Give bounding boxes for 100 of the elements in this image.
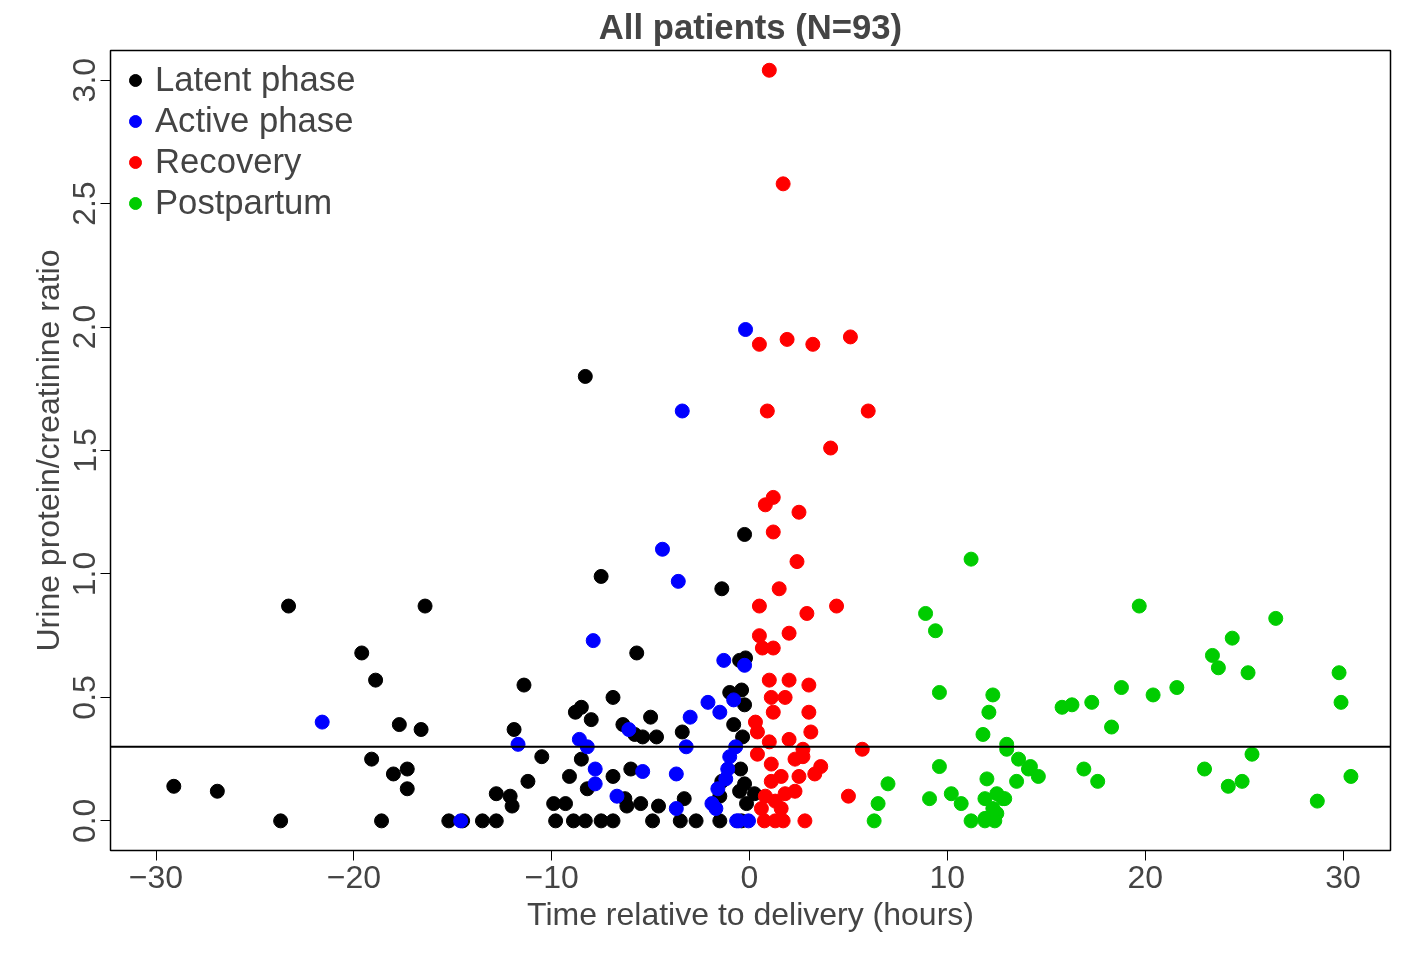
point: [759, 403, 775, 419]
point: [1145, 687, 1161, 703]
y-tick-label: 1.5: [66, 428, 103, 473]
point: [773, 768, 789, 784]
point: [726, 692, 742, 708]
point: [807, 766, 823, 782]
point: [931, 684, 947, 700]
point: [1131, 598, 1147, 614]
point: [668, 801, 684, 817]
y-axis-title: Urine protein/creatinine ratio: [29, 249, 66, 652]
point: [751, 628, 767, 644]
point: [765, 704, 781, 720]
point: [1244, 746, 1260, 762]
point: [722, 749, 738, 765]
point: [777, 786, 793, 802]
point: [953, 796, 969, 812]
point: [635, 764, 651, 779]
point: [823, 440, 839, 456]
point: [314, 714, 330, 730]
point: [979, 771, 995, 787]
point: [765, 640, 781, 656]
x-tick-label: 10: [929, 858, 966, 895]
point: [1197, 761, 1213, 777]
point: [775, 176, 791, 192]
point: [1113, 680, 1129, 696]
point: [1009, 773, 1025, 789]
point: [1090, 773, 1106, 789]
point: [1076, 761, 1092, 777]
point: [771, 581, 787, 597]
x-tick-label: 0: [740, 858, 759, 895]
point: [801, 677, 817, 693]
point: [1104, 719, 1120, 735]
point: [1204, 647, 1220, 663]
point: [781, 731, 797, 747]
point: [781, 672, 797, 688]
point: [779, 331, 795, 347]
point: [840, 788, 856, 804]
point: [587, 776, 603, 792]
point: [1343, 768, 1359, 784]
x-tick-label: −30: [128, 858, 184, 895]
point: [670, 573, 686, 589]
point: [751, 598, 767, 614]
point: [749, 724, 765, 740]
point: [1333, 694, 1349, 710]
y-tick-label: 0.5: [66, 675, 103, 720]
legend-label: Latent phase: [155, 60, 356, 99]
point: [741, 813, 757, 829]
point: [1169, 680, 1185, 696]
point: [751, 336, 767, 352]
point: [870, 796, 886, 812]
legend-label: Active phase: [155, 101, 354, 140]
point: [1011, 751, 1027, 767]
point: [1224, 630, 1240, 646]
y-tick-label: 2.5: [66, 181, 103, 226]
point: [777, 689, 793, 705]
x-tick-label: 20: [1127, 858, 1163, 895]
point: [585, 633, 601, 649]
point: [700, 694, 716, 710]
point: [805, 336, 821, 352]
x-axis-title: Time relative to delivery (hours): [527, 895, 974, 932]
point: [975, 726, 991, 742]
point: [791, 768, 807, 784]
point: [880, 776, 896, 792]
point: [789, 554, 805, 570]
point: [720, 761, 736, 777]
y-tick-label: 1.0: [66, 551, 103, 597]
point: [931, 759, 947, 775]
point: [981, 704, 997, 720]
point: [963, 813, 979, 829]
point: [761, 672, 777, 688]
point: [761, 62, 777, 78]
legend-label: Recovery: [155, 142, 302, 181]
y-tick-label: 0.0: [66, 798, 103, 844]
y-tick-label: 3.0: [66, 57, 103, 103]
point: [829, 598, 845, 614]
point: [708, 801, 724, 817]
point: [1064, 697, 1080, 713]
legend-label: Postpartum: [155, 183, 333, 222]
point: [654, 541, 670, 557]
point: [738, 322, 754, 337]
point: [737, 657, 753, 673]
point: [587, 761, 603, 777]
y-tick-label: 2.0: [66, 304, 103, 350]
point: [765, 489, 781, 505]
point: [791, 504, 807, 520]
point: [922, 791, 938, 807]
point: [1240, 665, 1256, 681]
point: [1331, 665, 1347, 681]
point: [682, 709, 698, 725]
point: [801, 704, 817, 720]
point: [753, 801, 769, 817]
point: [927, 623, 943, 639]
point: [803, 724, 819, 740]
point: [797, 813, 813, 829]
point: [842, 329, 858, 345]
point: [763, 689, 779, 705]
x-tick-label: −10: [524, 858, 579, 895]
chart-title: All patients (N=93): [598, 7, 903, 46]
point: [1220, 778, 1236, 794]
point: [781, 625, 797, 641]
